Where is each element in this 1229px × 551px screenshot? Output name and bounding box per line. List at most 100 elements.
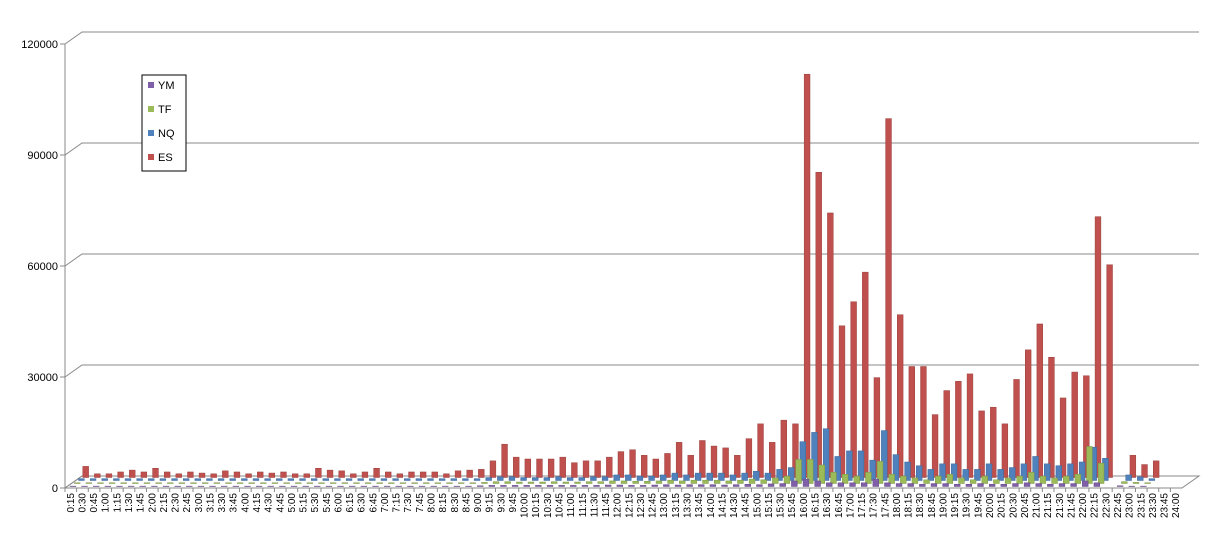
bar — [1130, 455, 1136, 477]
bar — [1005, 478, 1011, 484]
bar — [463, 479, 469, 481]
bar — [121, 483, 127, 484]
bar — [560, 457, 566, 477]
bar — [79, 479, 85, 481]
bar — [768, 484, 774, 487]
bar — [781, 420, 787, 477]
bar — [644, 481, 650, 483]
bar — [374, 468, 380, 477]
bar — [1025, 350, 1031, 478]
x-tick-label: 24:00 — [1171, 493, 1182, 518]
bar — [202, 483, 208, 484]
x-tick-label: 16:15 — [810, 493, 821, 518]
bar — [791, 481, 797, 487]
bar — [656, 481, 662, 484]
y-tick-label: 30000 — [27, 372, 58, 384]
legend-swatch — [148, 130, 154, 136]
bar — [979, 411, 985, 478]
x-tick-label: 12:30 — [636, 493, 647, 518]
bar — [1071, 484, 1077, 487]
bar — [246, 474, 252, 478]
x-tick-label: 2:00 — [147, 493, 158, 513]
x-tick-label: 3:30 — [217, 493, 228, 513]
bar — [253, 479, 259, 481]
bar — [164, 472, 170, 478]
bar — [435, 483, 441, 484]
legend-label: ES — [158, 152, 173, 164]
bar — [711, 446, 717, 477]
bar — [489, 485, 495, 486]
bar — [605, 485, 611, 486]
bar — [998, 469, 1004, 480]
x-tick-label: 15:30 — [776, 493, 787, 518]
bar — [470, 483, 476, 484]
x-tick-label: 13:45 — [694, 493, 705, 518]
bar — [571, 463, 577, 478]
bar — [1098, 463, 1104, 483]
bar — [226, 483, 232, 484]
x-tick-label: 18:15 — [904, 493, 915, 518]
bar — [598, 482, 604, 484]
x-tick-label: 20:00 — [985, 493, 996, 518]
x-tick-label: 17:15 — [857, 493, 868, 518]
bar — [652, 485, 658, 486]
bar — [559, 485, 565, 486]
bar — [1001, 484, 1007, 486]
bar — [369, 479, 375, 481]
bar — [1037, 324, 1043, 478]
bar — [346, 479, 352, 481]
x-tick-label: 6:30 — [357, 493, 368, 513]
bar — [237, 483, 243, 484]
x-tick-label: 13:00 — [659, 493, 670, 518]
bar — [1121, 482, 1127, 484]
bar — [284, 483, 290, 484]
x-tick-label: 11:00 — [566, 493, 577, 518]
bar — [521, 478, 527, 481]
bar — [1094, 483, 1100, 487]
x-tick-label: 5:15 — [299, 493, 310, 513]
bar — [141, 472, 147, 478]
bar — [649, 476, 655, 480]
bar — [621, 481, 627, 484]
x-tick-label: 11:30 — [589, 493, 600, 518]
bar — [551, 482, 557, 484]
x-tick-label: 9:30 — [496, 493, 507, 513]
x-tick-label: 5:45 — [322, 493, 333, 513]
bar — [726, 481, 732, 484]
bar — [1117, 486, 1123, 487]
bar — [509, 477, 515, 481]
bar — [547, 485, 553, 486]
bar — [535, 485, 541, 486]
bar — [428, 479, 434, 481]
bar — [796, 459, 802, 483]
x-tick-label: 10:15 — [531, 493, 542, 518]
bar — [528, 482, 534, 483]
x-tick-label: 16:00 — [799, 493, 810, 518]
bar — [458, 483, 464, 484]
bar — [730, 475, 736, 481]
bar — [342, 483, 348, 484]
x-tick-label: 14:00 — [706, 493, 717, 518]
x-tick-label: 8:30 — [450, 493, 461, 513]
bar — [594, 485, 600, 486]
bar — [699, 441, 705, 478]
bar — [695, 473, 701, 480]
bar — [524, 485, 530, 486]
bar — [358, 479, 364, 481]
y-tick-label: 60000 — [27, 261, 58, 273]
x-tick-label: 13:30 — [682, 493, 693, 518]
bar — [1082, 481, 1088, 487]
x-tick-label: 3:00 — [194, 493, 205, 513]
bar — [532, 478, 538, 481]
bar — [684, 475, 690, 481]
x-tick-label: 17:00 — [845, 493, 856, 518]
x-tick-label: 3:45 — [229, 493, 240, 513]
bar — [307, 483, 313, 484]
bar — [698, 485, 704, 487]
bar — [912, 478, 918, 484]
bar — [865, 472, 871, 483]
bar — [272, 483, 278, 484]
x-tick-label: 21:30 — [1055, 493, 1066, 518]
x-tick-label: 1:30 — [124, 493, 135, 513]
